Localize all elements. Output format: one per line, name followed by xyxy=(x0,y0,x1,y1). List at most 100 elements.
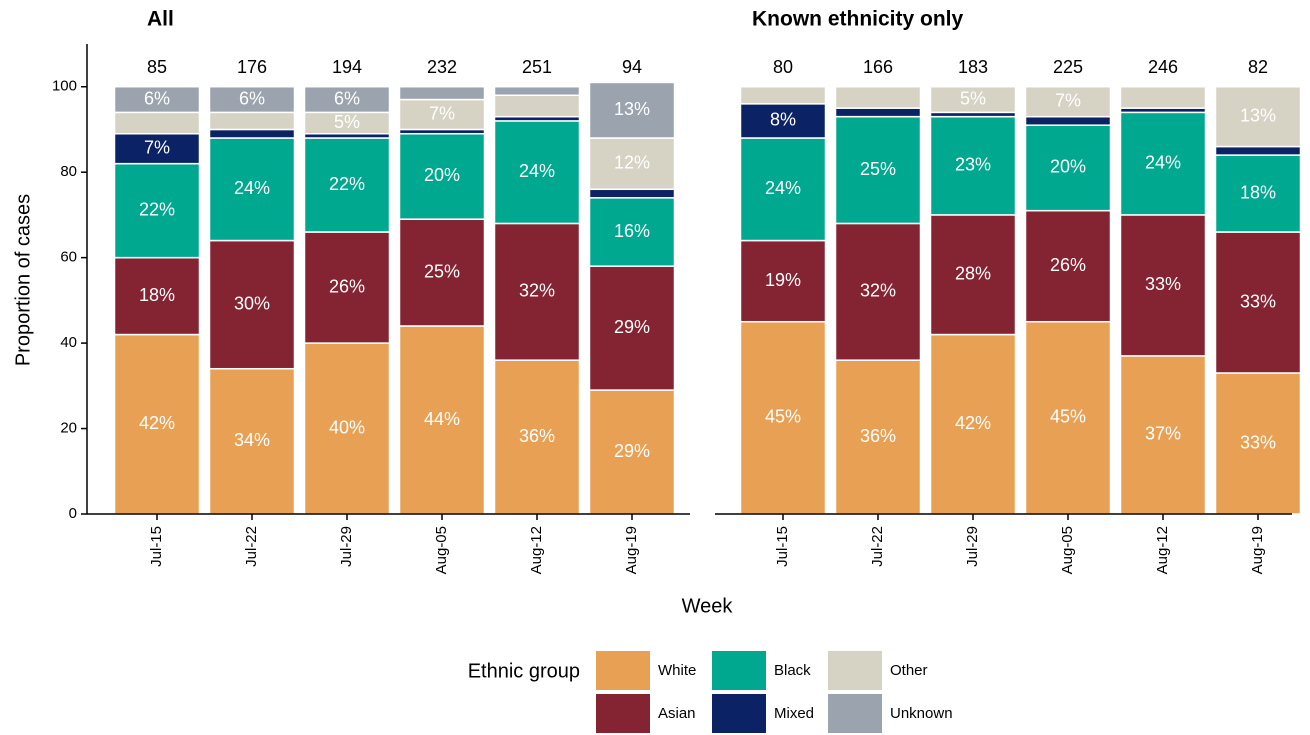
legend-label: Asian xyxy=(658,705,696,722)
x-tick-label: Jul-29 xyxy=(964,526,981,567)
bar-segment xyxy=(929,115,1017,216)
bar-segment xyxy=(834,359,922,515)
bar-segment xyxy=(208,128,296,139)
bar-segment xyxy=(303,342,391,515)
bar-segment xyxy=(208,85,296,114)
bar-segment xyxy=(1119,85,1207,109)
data-label: 28% xyxy=(955,263,991,283)
data-label: 7% xyxy=(429,103,455,123)
total-label: 94 xyxy=(622,57,642,77)
y-tick-label: 100 xyxy=(52,78,77,95)
data-label: 20% xyxy=(424,165,460,185)
total-label: 183 xyxy=(958,57,988,77)
x-tick-label: Aug-19 xyxy=(623,526,640,574)
bar-segment xyxy=(739,85,827,105)
bar-segment xyxy=(739,137,827,242)
panel-title: All xyxy=(147,8,174,31)
x-tick-label: Jul-15 xyxy=(148,526,165,567)
bar-segment xyxy=(113,85,201,114)
data-label: 13% xyxy=(614,99,650,119)
bar-segment xyxy=(493,85,581,97)
legend-key xyxy=(712,694,766,733)
legend-label: Mixed xyxy=(774,705,814,722)
data-label: 42% xyxy=(139,413,175,433)
x-tick-label: Aug-12 xyxy=(1154,526,1171,574)
y-tick-label: 80 xyxy=(60,163,77,180)
bar-segment xyxy=(929,333,1017,515)
data-label: 32% xyxy=(860,281,896,301)
total-label: 85 xyxy=(147,57,167,77)
data-label: 22% xyxy=(139,199,175,219)
bar-segment xyxy=(834,115,922,225)
data-label: 30% xyxy=(234,293,270,313)
x-tick-label: Jul-29 xyxy=(338,526,355,567)
bar-segment xyxy=(834,222,922,361)
bar-segment xyxy=(113,256,201,336)
data-label: 29% xyxy=(614,441,650,461)
bar-segment xyxy=(834,85,922,109)
data-label: 23% xyxy=(955,155,991,175)
bar-segment xyxy=(834,107,922,118)
data-label: 12% xyxy=(614,152,650,172)
bar-segment xyxy=(208,111,296,131)
bar-segment xyxy=(113,162,201,259)
data-label: 40% xyxy=(329,417,365,437)
data-label: 6% xyxy=(144,88,170,108)
x-tick-label: Aug-12 xyxy=(528,526,545,574)
data-label: 36% xyxy=(519,426,555,446)
bar-segment xyxy=(1214,85,1302,148)
x-tick-label: Aug-05 xyxy=(1059,526,1076,574)
bar-segment xyxy=(493,120,581,225)
data-label: 5% xyxy=(334,112,360,132)
total-label: 166 xyxy=(863,57,893,77)
bar-segment xyxy=(588,265,676,391)
data-label: 24% xyxy=(519,161,555,181)
data-label: 45% xyxy=(765,407,801,427)
data-label: 45% xyxy=(1050,407,1086,427)
data-label: 7% xyxy=(1055,90,1081,110)
data-label: 18% xyxy=(139,285,175,305)
legend-key xyxy=(596,694,650,733)
data-label: 22% xyxy=(329,174,365,194)
data-label: 33% xyxy=(1240,432,1276,452)
bar-segment xyxy=(208,137,296,242)
data-label: 33% xyxy=(1145,274,1181,294)
data-label: 7% xyxy=(144,137,170,157)
bar-segment xyxy=(1119,214,1207,357)
data-label: 5% xyxy=(960,88,986,108)
legend-label: Black xyxy=(774,662,811,679)
data-label: 29% xyxy=(614,317,650,337)
legend-label: Unknown xyxy=(890,705,953,722)
data-label: 33% xyxy=(1240,291,1276,311)
bar-segment xyxy=(739,320,827,515)
data-label: 34% xyxy=(234,430,270,450)
total-label: 176 xyxy=(237,57,267,77)
bar-segment xyxy=(588,81,676,139)
bar-segment xyxy=(113,111,201,135)
legend-title: Ethnic group xyxy=(468,660,580,682)
y-tick-label: 40 xyxy=(60,334,77,351)
y-tick-label: 20 xyxy=(60,420,77,437)
data-label: 36% xyxy=(860,426,896,446)
bar-segment xyxy=(1024,115,1112,126)
data-label: 24% xyxy=(1145,152,1181,172)
bar-segment xyxy=(398,132,486,220)
y-tick-label: 60 xyxy=(60,249,77,266)
bar-segment xyxy=(303,85,391,114)
x-axis-label: Week xyxy=(682,595,734,617)
legend-key xyxy=(828,694,882,733)
bar-segment xyxy=(208,239,296,370)
data-label: 6% xyxy=(239,88,265,108)
bar-segment xyxy=(929,85,1017,114)
total-label: 82 xyxy=(1248,57,1268,77)
y-tick-label: 0 xyxy=(69,505,77,522)
bar-segment xyxy=(398,325,486,515)
bar-segment xyxy=(493,222,581,361)
data-label: 26% xyxy=(1050,255,1086,275)
x-tick-label: Aug-19 xyxy=(1249,526,1266,574)
total-label: 232 xyxy=(427,57,457,77)
x-tick-label: Jul-22 xyxy=(869,526,886,567)
total-label: 194 xyxy=(332,57,362,77)
bar-segment xyxy=(398,218,486,327)
